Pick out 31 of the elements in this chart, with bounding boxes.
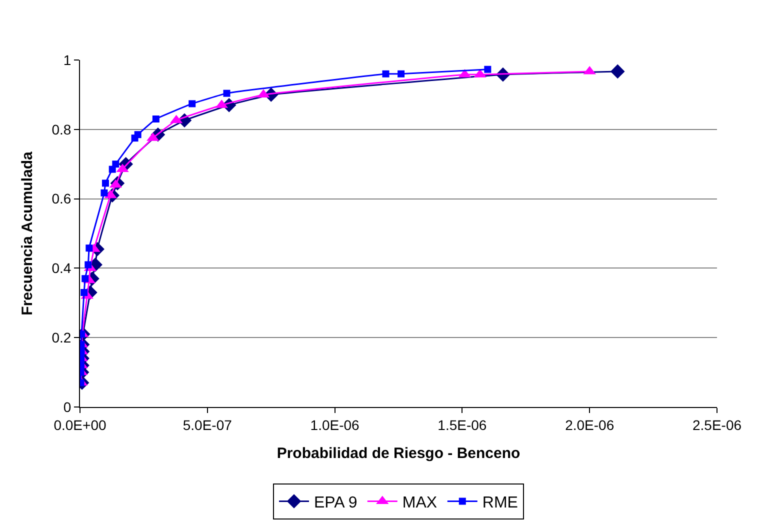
x-tick-label: 2.5E-06 [692, 416, 742, 433]
point [134, 131, 142, 138]
y-tick-label: 0.6 [52, 190, 72, 207]
legend-label: RME [482, 494, 518, 512]
y-tick-label: 0 [63, 398, 72, 415]
x-tick-label: 1.0E-06 [310, 416, 360, 433]
point [152, 115, 160, 122]
point [102, 180, 109, 187]
point [112, 160, 120, 168]
y-axis-title: Frecuencia Acumulada [18, 151, 36, 316]
y-tick-label: 1 [63, 52, 72, 68]
x-tick-label: 5.0E-07 [182, 416, 232, 433]
point [398, 70, 405, 78]
y-tick-label: 0.2 [52, 330, 72, 346]
y-tick-label: 0.4 [52, 260, 72, 276]
legend-label: MAX [402, 494, 438, 512]
x-tick-label: 1.5E-06 [438, 416, 487, 433]
point [86, 244, 93, 252]
point [382, 70, 390, 78]
point [84, 261, 92, 268]
point [484, 66, 492, 73]
x-tick-label: 2.0E-06 [565, 416, 614, 433]
point [100, 189, 108, 196]
point [223, 90, 230, 97]
point [80, 288, 88, 296]
x-tick-label: 0.0E+00 [54, 416, 106, 433]
y-tick-label: 0.8 [52, 121, 72, 138]
point [188, 100, 196, 108]
x-axis-title: Probabilidad de Riesgo - Benceno [276, 444, 520, 462]
legend-label: EPA 9 [314, 494, 358, 512]
point [610, 64, 625, 79]
